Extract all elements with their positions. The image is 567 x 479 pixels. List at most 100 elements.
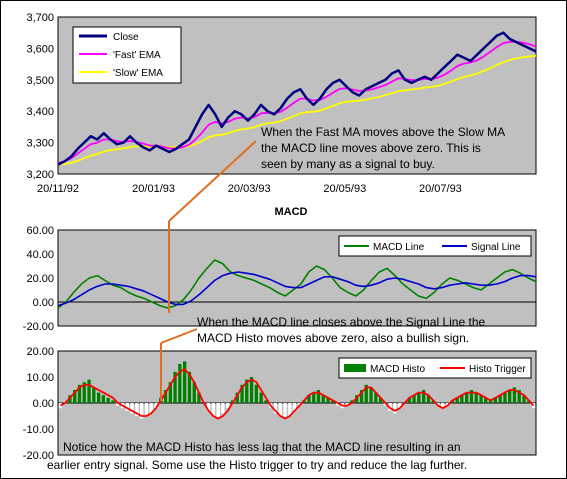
histo-trigger-line [59, 368, 535, 420]
histo-bar [135, 403, 139, 416]
y-tick-label: 20.00 [26, 346, 54, 358]
y-tick-label: -10.00 [23, 424, 54, 436]
histo-bar [216, 403, 220, 419]
histo-bar [125, 403, 129, 411]
histo-bar [211, 403, 215, 416]
histo-bar [374, 392, 378, 403]
histo-bar [321, 395, 325, 403]
histo-bar [82, 382, 86, 403]
y-tick-label: 10.00 [26, 372, 54, 384]
x-tick-label: 20/11/92 [37, 183, 79, 195]
y-tick-label: 60.00 [26, 225, 54, 237]
annotation-fast-slow-line1: When the Fast MA moves above the Slow MA [261, 125, 505, 139]
histo-bar [240, 384, 244, 403]
legend-histo-label: MACD Histo [370, 364, 425, 375]
histo-bar [187, 371, 192, 403]
histo-bar [369, 387, 373, 403]
histo-bar [345, 403, 349, 406]
close-series-line [57, 31, 537, 166]
histo-bar [312, 392, 316, 403]
histo-bar [254, 384, 258, 403]
callout-arrows [160, 140, 257, 401]
histo-bar [77, 384, 82, 403]
slow-ema-series-line [57, 55, 537, 166]
histo-bar [316, 390, 321, 403]
y-tick-label: 3,500 [26, 75, 54, 87]
histo-bar [154, 403, 158, 409]
histo-bar [336, 403, 340, 406]
histo-bar [183, 361, 187, 403]
histo-bar [163, 390, 168, 403]
x-tick-label: 20/07/93 [419, 183, 462, 195]
histo-bar [283, 403, 287, 419]
y-tick-label: 3,200 [26, 169, 54, 181]
annotation-signal-line1: When the MACD line closes above the Sign… [197, 315, 485, 329]
histo-bar [144, 403, 149, 416]
histo-bar [426, 395, 431, 403]
histo-bar [488, 400, 493, 403]
macd-legend: MACD Line Signal Line [338, 235, 532, 257]
y-tick-label: 3,700 [26, 12, 54, 24]
x-tick-label: 20/01/93 [132, 183, 175, 195]
histo-bar [192, 382, 196, 403]
histo-bar [326, 397, 330, 403]
histo-bar [259, 392, 263, 403]
histo-legend: MACD Histo Histo Trigger [338, 357, 532, 379]
histo-bar [331, 400, 335, 403]
histo-bar [173, 371, 177, 403]
histo-bar [92, 387, 96, 403]
y-tick-label: 20.00 [26, 273, 54, 285]
histo-bar [398, 403, 402, 409]
annotation-fast-slow-line3: seen by many as a signal to buy. [261, 157, 435, 171]
histo-bar [264, 400, 268, 403]
y-tick-label: 3,400 [26, 106, 54, 118]
y-tick-label: 3,600 [26, 43, 54, 55]
histo-bar [445, 403, 450, 406]
histo-bar [460, 395, 464, 403]
histo-bar [455, 397, 459, 403]
histo-bar [87, 379, 91, 403]
histo-bar [484, 397, 488, 403]
histo-bar [517, 390, 521, 403]
histo-bar [168, 382, 172, 403]
y-tick-label: -20.00 [23, 450, 54, 462]
histo-bar [221, 403, 225, 414]
histo-bar [101, 395, 105, 403]
legend-fast-label: 'Fast' EMA [113, 50, 161, 61]
histo-bar [364, 384, 368, 403]
histo-bar [288, 403, 292, 416]
annotation-histo-line2: earlier entry signal. Some use the Histo… [47, 458, 467, 472]
histo-bar [206, 403, 211, 411]
y-tick-label: 3,300 [26, 138, 54, 150]
histo-bar [498, 395, 502, 403]
histo-bar [235, 392, 239, 403]
histo-bar [503, 392, 507, 403]
histo-bar [512, 387, 517, 403]
legend-macd-label: MACD Line [373, 242, 425, 253]
callout-arrow-signal [160, 328, 198, 344]
macd-panel-title: MACD [275, 206, 308, 218]
annotation-histo-line1: Notice how the MACD Histo has less lag t… [63, 440, 461, 454]
histo-bar [130, 403, 134, 414]
histo-bar [73, 390, 77, 403]
histo-bar [245, 379, 249, 403]
histo-bar [278, 403, 282, 416]
histo-bar [149, 403, 153, 414]
legend-close-label: Close [113, 32, 139, 43]
callout-arrow-fast-slow [168, 140, 257, 222]
histo-bar [58, 403, 62, 409]
histo-bar [359, 390, 364, 403]
histo-bar [111, 400, 115, 403]
histo-bar [116, 403, 120, 406]
legend-slow-label: 'Slow' EMA [113, 68, 163, 79]
histo-bar [140, 403, 144, 419]
histo-bar [297, 403, 301, 406]
legend-histo-swatch [344, 364, 366, 372]
histo-bar [97, 392, 101, 403]
price-legend: Close 'Fast' EMA 'Slow' EMA [72, 26, 182, 84]
annotation-signal-line2: MACD Histo moves above zero, also a bull… [197, 331, 469, 345]
annotation-fast-slow-line2: the MACD line moves above zero. This is [261, 141, 481, 155]
histo-bar [226, 403, 230, 409]
